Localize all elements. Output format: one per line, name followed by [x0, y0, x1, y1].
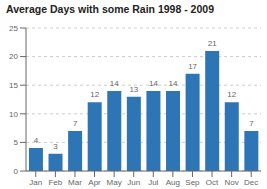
svg-text:Jun: Jun: [127, 178, 140, 187]
svg-text:Dec: Dec: [244, 178, 258, 187]
svg-text:25: 25: [9, 24, 18, 33]
svg-text:21: 21: [208, 39, 217, 48]
svg-text:12: 12: [227, 90, 236, 99]
svg-text:5: 5: [14, 138, 19, 147]
svg-text:Apr: Apr: [88, 178, 101, 187]
svg-text:12: 12: [90, 90, 99, 99]
svg-text:Jul: Jul: [148, 178, 158, 187]
svg-text:Feb: Feb: [48, 178, 62, 187]
svg-text:Nov: Nov: [225, 178, 239, 187]
svg-text:15: 15: [9, 81, 18, 90]
html-text:Average Days with some Rain 19: Average Days with some Rain 1998 - 2009: [6, 3, 214, 15]
svg-text:Jan: Jan: [29, 178, 42, 187]
svg-text:17: 17: [188, 62, 197, 71]
svg-text:14: 14: [149, 79, 158, 88]
svg-text:May: May: [107, 178, 122, 187]
svg-text:14: 14: [110, 79, 119, 88]
svg-text:4: 4: [34, 136, 39, 145]
svg-text:Mar: Mar: [68, 178, 82, 187]
svg-text:14: 14: [169, 79, 178, 88]
svg-text:7: 7: [249, 119, 254, 128]
svg-text:0: 0: [14, 167, 19, 176]
svg-text:7: 7: [73, 119, 78, 128]
svg-text:3: 3: [53, 142, 58, 151]
svg-text:Sep: Sep: [185, 178, 200, 187]
svg-text:Aug: Aug: [166, 178, 180, 187]
svg-text:13: 13: [129, 85, 138, 94]
svg-text:20: 20: [9, 52, 18, 61]
svg-text:Oct: Oct: [206, 178, 219, 187]
svg-text:10: 10: [9, 110, 18, 119]
